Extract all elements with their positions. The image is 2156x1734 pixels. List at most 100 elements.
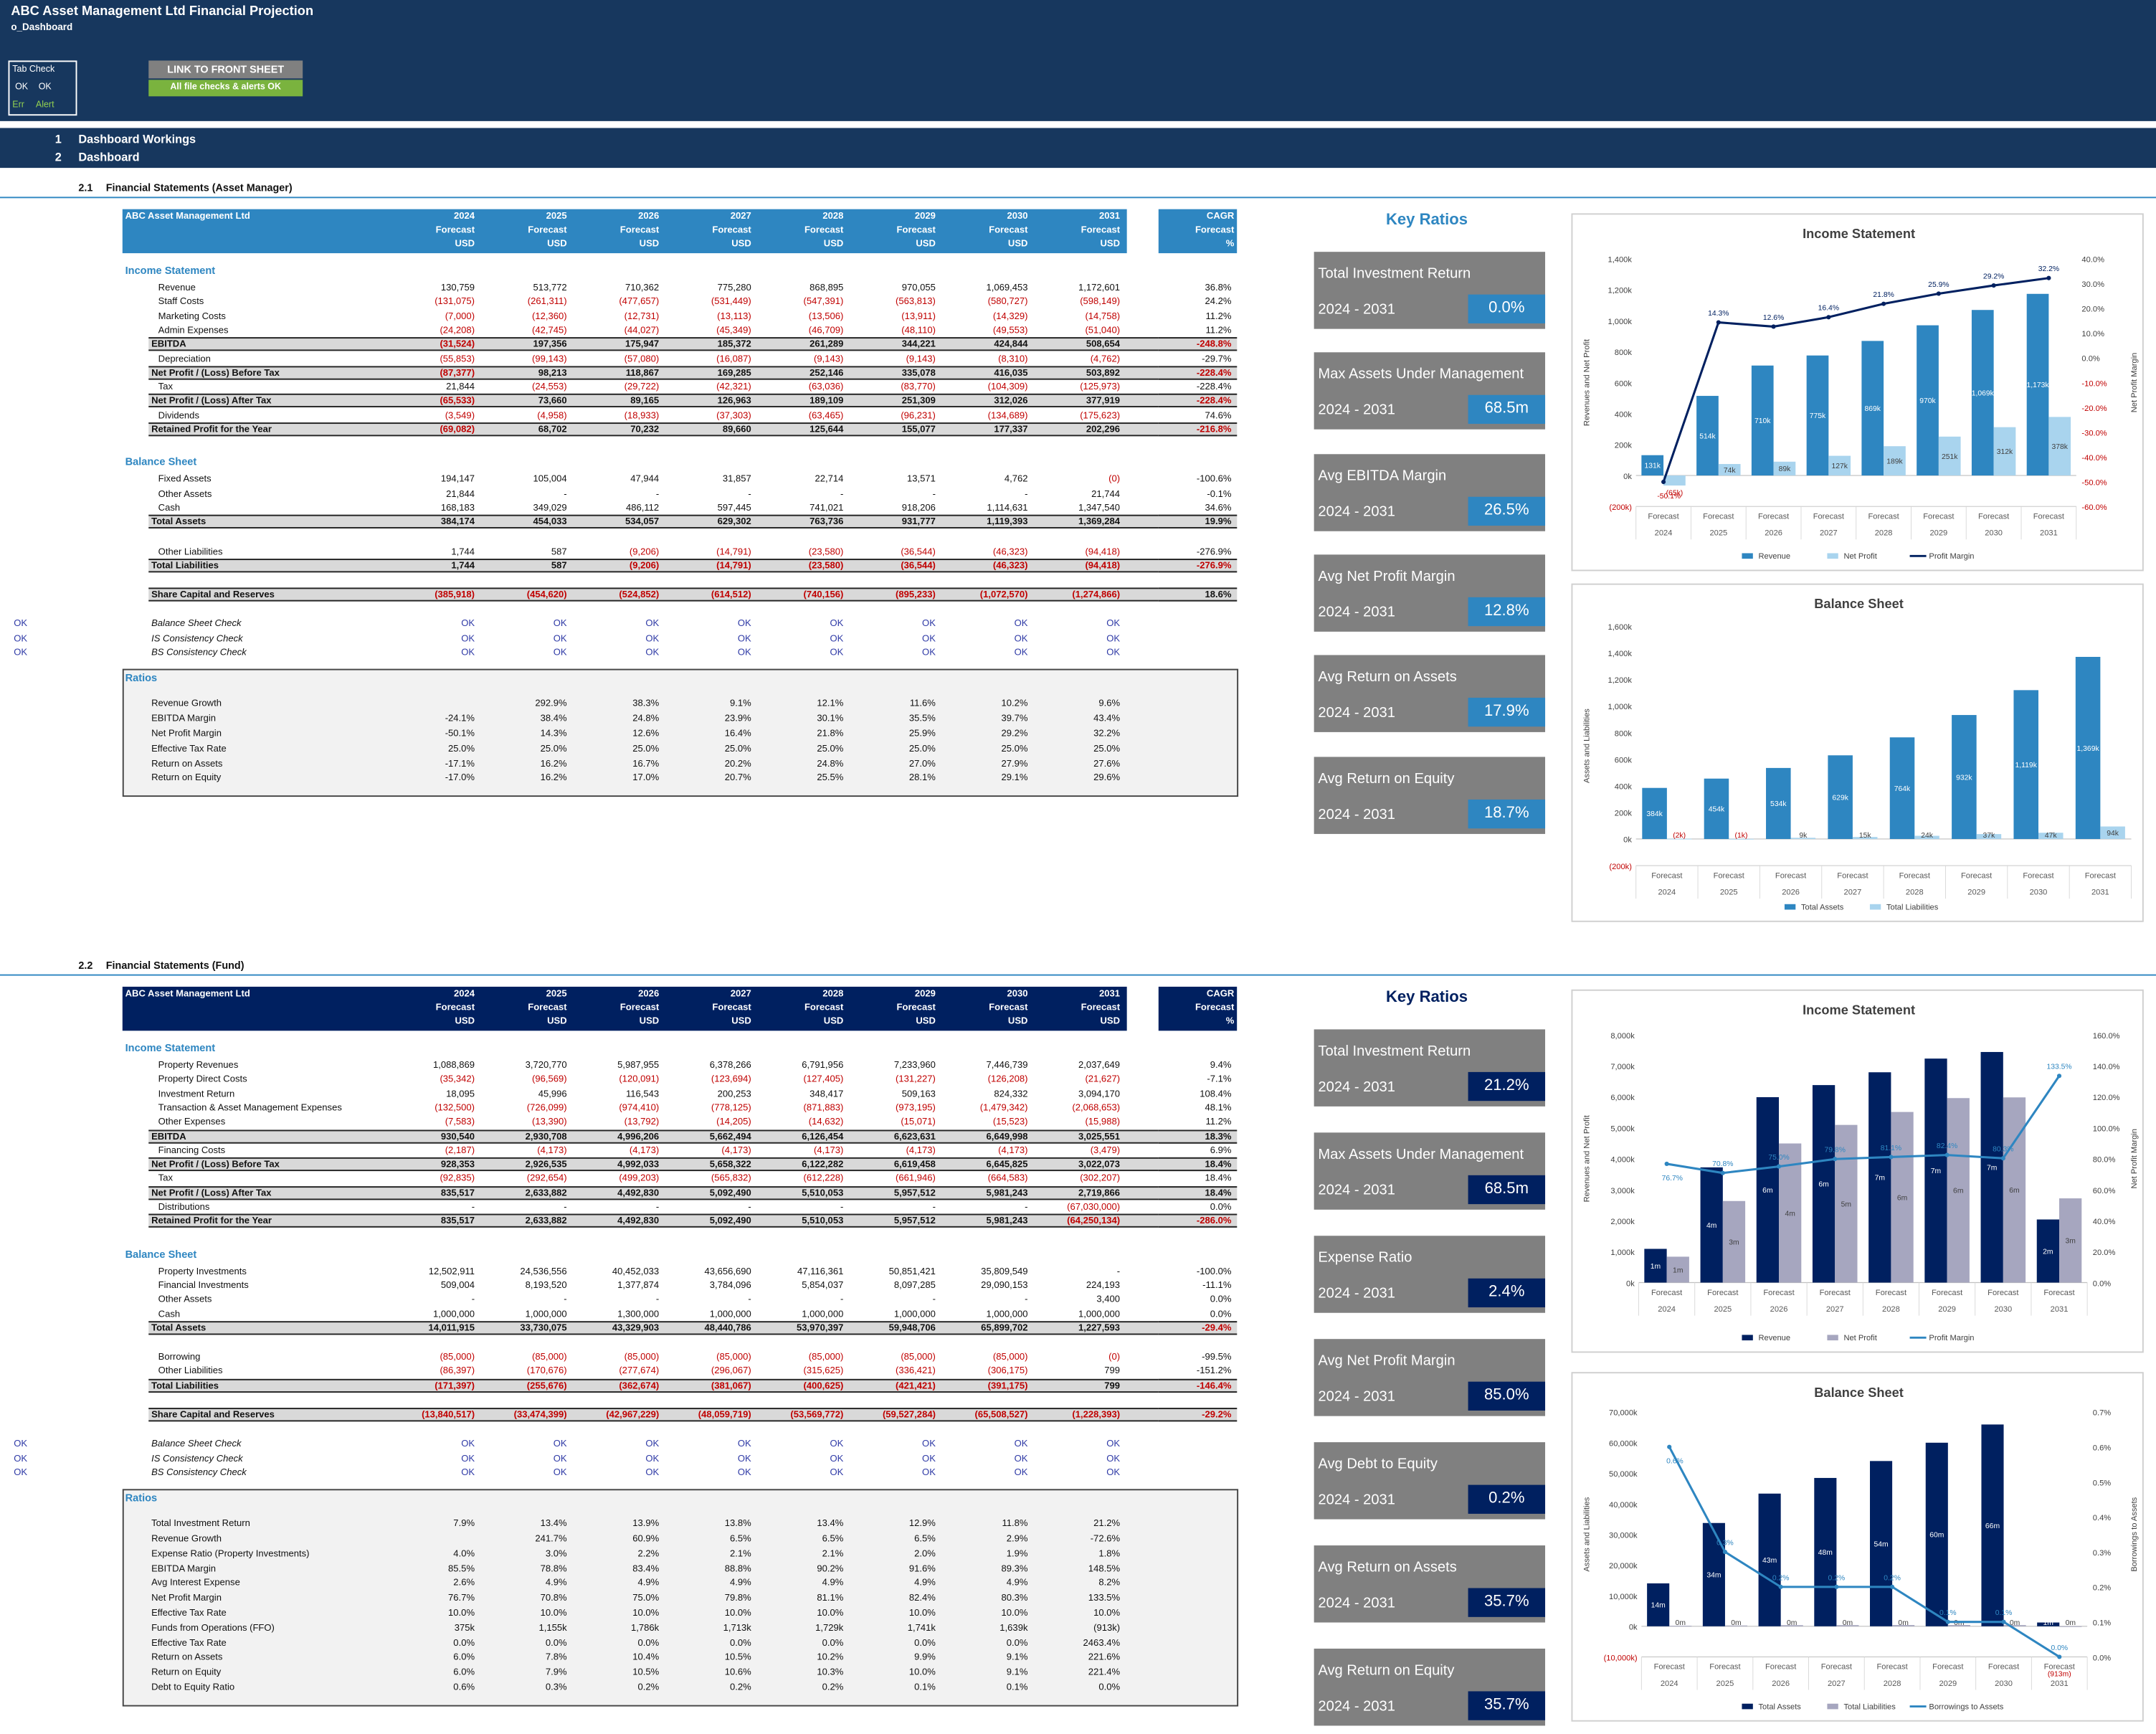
bar-total-liabilities <box>1836 1625 1859 1626</box>
bar-revenue <box>1806 355 1829 476</box>
y2-tick-label: 120.0% <box>2093 1094 2120 1102</box>
cell-value: (85,000) <box>992 1352 1028 1363</box>
cell-value: (598,149) <box>1080 298 1121 308</box>
ratio-value: 6.0% <box>453 1668 475 1678</box>
line-marker <box>2056 1074 2062 1079</box>
cell-value: OK <box>830 634 844 644</box>
x-tick-label: 2025 <box>1709 529 1727 537</box>
row-label: Net Profit / (Loss) Before Tax <box>151 1160 280 1170</box>
line-marker <box>1716 320 1721 325</box>
section-heading: Balance Sheet <box>125 455 197 469</box>
cell-value: 7,446,739 <box>986 1061 1028 1071</box>
forecast-header: Forecast <box>804 1003 844 1013</box>
cell-value: 8,193,520 <box>525 1281 567 1291</box>
cell-value: 2,930,708 <box>525 1132 567 1142</box>
cell-value: 105,004 <box>533 475 567 485</box>
y-tick-label: 1,600k <box>1608 623 1633 632</box>
ratio-value: 76.7% <box>448 1593 475 1603</box>
link-to-front-sheet-button[interactable]: LINK TO FRONT SHEET <box>148 60 303 79</box>
cell-value: (83,770) <box>901 382 936 393</box>
cell-value: 513,772 <box>533 283 567 293</box>
row-label: Distributions <box>158 1203 210 1213</box>
ratio-value: 9.1% <box>1006 1668 1028 1678</box>
y-tick-label: 3,000k <box>1610 1187 1635 1195</box>
cell-value: (2,068,653) <box>1072 1103 1121 1114</box>
ratio-label: Effective Tax Rate <box>151 1638 227 1649</box>
y-tick-label: 400k <box>1615 783 1633 792</box>
bar-total-assets <box>1647 1583 1670 1626</box>
check-ok-flag: OK <box>14 1439 28 1450</box>
cell-value: OK <box>645 634 660 644</box>
cell-value: OK <box>461 634 475 644</box>
y2-tick-label: 160.0% <box>2093 1032 2120 1041</box>
bar-total-liabilities <box>2059 1626 2082 1627</box>
unit-header: USD <box>639 1017 660 1027</box>
legend-label: Net Profit <box>1843 1334 1877 1342</box>
y2-tick-label: 20.0% <box>2093 1249 2116 1257</box>
cell-value: OK <box>922 620 936 630</box>
legend-label: Total Liabilities <box>1843 1702 1896 1711</box>
year-header: 2030 <box>1007 989 1028 1000</box>
forecast-header: Forecast <box>804 225 844 236</box>
ratio-value: 32.2% <box>1093 729 1121 739</box>
cell-value: 33,730,075 <box>520 1323 567 1334</box>
cell-value: OK <box>922 1454 936 1464</box>
row-label: Borrowing <box>158 1352 201 1363</box>
cell-value: 35,809,549 <box>981 1266 1028 1277</box>
cagr-value: -11.1% <box>1202 1281 1232 1291</box>
unit-header: USD <box>731 1017 751 1027</box>
cell-value: 5,658,322 <box>709 1160 751 1170</box>
cell-value: (170,676) <box>526 1367 567 1377</box>
cell-value: (547,391) <box>803 298 844 308</box>
cell-value: 597,445 <box>717 503 751 513</box>
cell-value: (4,173) <box>721 1146 751 1156</box>
cell-value: - <box>932 1203 936 1213</box>
ratio-value: 21.8% <box>817 729 844 739</box>
ratio-value: 25.0% <box>448 744 475 754</box>
legend-label: Profit Margin <box>1929 552 1974 561</box>
x-tick-label: Forecast <box>1763 1289 1795 1297</box>
nav-link-dashboard[interactable]: Dashboard <box>78 150 140 164</box>
y-axis-label: Revenues and Net Profit <box>1582 338 1591 426</box>
ratio-value: 25.5% <box>817 774 844 784</box>
x-tick-label: 2025 <box>1716 1679 1734 1688</box>
cell-value: 125,644 <box>809 425 844 435</box>
cell-value: (336,421) <box>896 1367 936 1377</box>
cell-value: 1,088,869 <box>433 1061 475 1071</box>
cell-value: 29,090,153 <box>981 1281 1028 1291</box>
y-tick-label: 50,000k <box>1609 1470 1638 1479</box>
page-title: ABC Asset Management Ltd Financial Proje… <box>11 4 314 19</box>
ratio-value: 1,786k <box>631 1624 660 1634</box>
data-label: 24k <box>1921 832 1934 840</box>
y-tick-label: 1,000k <box>1608 703 1633 711</box>
cell-value: OK <box>645 648 660 658</box>
row-label: Tax <box>158 1174 173 1185</box>
data-label: 6m <box>1897 1194 1907 1202</box>
ratio-label: Return on Equity <box>151 774 222 784</box>
ratio-label: Avg Interest Expense <box>151 1578 240 1589</box>
row-label: IS Consistency Check <box>151 1454 243 1464</box>
nav-link-dashboard-workings[interactable]: Dashboard Workings <box>78 132 196 146</box>
bar-total-assets <box>1870 1461 1893 1626</box>
data-label: 14m <box>1651 1602 1666 1610</box>
cell-value: OK <box>922 1468 936 1478</box>
table-header: ABC Asset Management Ltd 2024 Forecast USD 2… <box>122 986 1127 1031</box>
bar-total-assets <box>1981 1424 2004 1626</box>
ratio-value: 4.9% <box>914 1578 936 1589</box>
y-tick-label: 0k <box>1623 473 1632 481</box>
line-marker <box>1833 1157 1838 1162</box>
cell-value: (175,623) <box>1080 411 1121 421</box>
cell-value: (14,791) <box>716 561 751 571</box>
cell-value: (44,027) <box>624 326 660 336</box>
cell-value: (740,156) <box>803 590 844 600</box>
ratio-value: 81.1% <box>817 1593 844 1603</box>
bar-net-profit <box>1891 1112 1914 1283</box>
x-tick-label: 2024 <box>1655 529 1673 537</box>
bar-total-assets <box>1814 1477 1837 1626</box>
year-header: 2024 <box>454 212 475 222</box>
ratio-value: 0.0% <box>730 1638 751 1649</box>
cell-value: (94,418) <box>1085 561 1121 571</box>
data-label: 378k <box>2052 443 2069 451</box>
y-tick-label: 0k <box>1623 836 1632 845</box>
line-data-label: 70.8% <box>1712 1160 1733 1168</box>
